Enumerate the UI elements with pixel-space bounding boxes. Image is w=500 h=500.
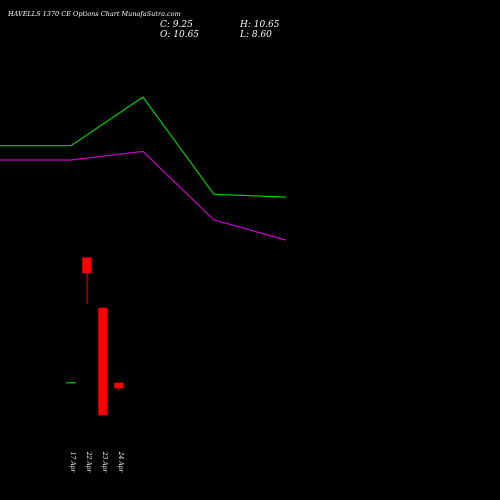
candle-body: [82, 257, 92, 274]
candles: [66, 257, 124, 416]
candle-22-apr: [82, 257, 92, 305]
low-value: L: 8.60: [239, 30, 272, 40]
candle-24-apr: [114, 382, 124, 391]
candle-23-apr: [98, 307, 108, 416]
chart-title: HAVELLS 1370 CE Options Chart MunafaSutr…: [7, 10, 181, 18]
overlay-line-1: [0, 96, 287, 198]
overlay-lines: [0, 96, 287, 241]
date-label: 22 Apr: [85, 451, 92, 474]
date-axis: 17 Apr 22 Apr 23 Apr 24 Apr: [69, 451, 124, 474]
candle-body: [114, 382, 124, 389]
date-label: 17 Apr: [69, 452, 76, 474]
close-value: C: 9.25: [160, 20, 193, 30]
date-label: 24 Apr: [117, 451, 124, 474]
date-label: 23 Apr: [101, 451, 108, 474]
overlay-line-2: [0, 150, 287, 241]
candle-body: [98, 307, 108, 416]
high-value: H: 10.65: [239, 20, 280, 30]
open-value: O: 10.65: [160, 30, 199, 40]
